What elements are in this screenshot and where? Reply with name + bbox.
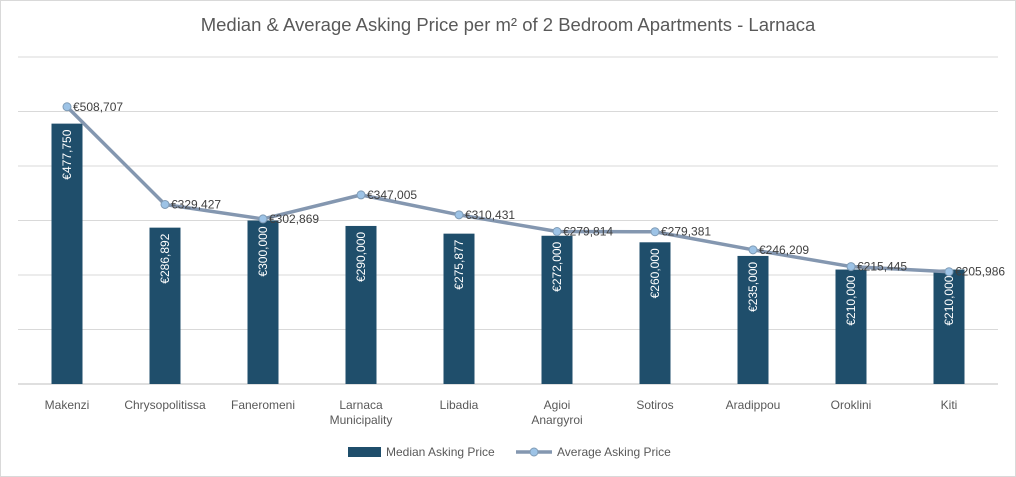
x-tick-label: Faneromeni [231,398,295,412]
bar-label: €290,000 [354,232,368,282]
bar-2 [149,227,181,384]
bar-label: €260,000 [648,248,662,298]
legend-swatch-median [348,447,381,457]
average-line [65,105,951,274]
bar-label: €286,892 [158,233,172,283]
x-tick-label: Sotiros [636,398,673,412]
line-point-8 [748,245,758,255]
bar-9 [835,269,867,384]
line-label: €279,814 [563,225,613,239]
line-point-6 [552,227,562,237]
bar-label: €477,750 [60,129,74,179]
bar-label: €210,000 [844,275,858,325]
bar-4 [345,225,377,384]
line-point-10 [944,267,954,277]
line-label: €329,427 [171,197,221,211]
bar-8 [737,255,769,384]
x-tick-label: Oroklini [831,398,872,412]
line-point-9 [846,262,856,272]
bar-1 [51,123,83,384]
line-point-4 [356,190,366,200]
line-label: €508,707 [73,100,123,114]
bar-label: €275,877 [452,239,466,289]
line-label: €215,445 [857,260,907,274]
line-label: €279,381 [661,225,711,239]
x-tick-label: Libadia [440,398,479,412]
legend-marker-average [529,447,539,457]
line-label: €347,005 [367,188,417,202]
line-point-1 [62,102,72,112]
x-tick-label: Larnaca Municipality [330,398,393,427]
chart-title: Median & Average Asking Price per m² of … [200,14,816,35]
line-label: €310,431 [465,208,515,222]
bar-5 [443,233,475,384]
line-label: €246,209 [759,243,809,257]
line-point-5 [454,210,464,220]
bar-label: €300,000 [256,226,270,276]
bar-3 [247,220,279,384]
line-point-3 [258,214,268,224]
bar-label: €210,000 [942,275,956,325]
bar-6 [541,235,573,384]
legend-label-median: Median Asking Price [386,445,495,459]
x-tick-label: Kiti [941,398,958,412]
line-point-7 [650,227,660,237]
line-label: €205,986 [955,265,1005,279]
bar-label: €272,000 [550,241,564,291]
legend-label-average: Average Asking Price [557,445,671,459]
bar-10 [933,269,965,384]
x-tick-label: Chrysopolitissa [124,398,206,412]
bar-7 [639,242,671,384]
bar-label: €235,000 [746,262,760,312]
x-tick-label: Aradippou [726,398,781,412]
line-label: €302,869 [269,212,319,226]
x-tick-label: Agioi Anargyroi [531,398,582,427]
line-point-2 [160,199,170,209]
x-tick-label: Makenzi [45,398,90,412]
